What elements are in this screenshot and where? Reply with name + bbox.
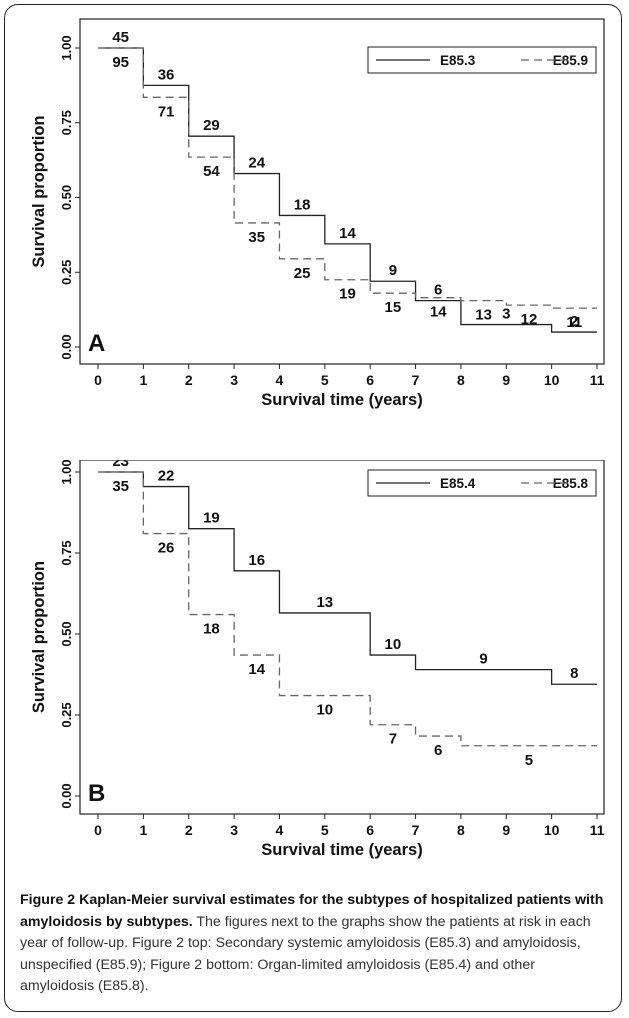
y-tick-label: 0.50 — [59, 621, 74, 646]
at-risk-label: 11 — [566, 314, 582, 331]
y-tick-label: 0.00 — [59, 783, 74, 808]
km-chart-b: 0 1 2 3 4 5 6 7 8 9 10 110.000.250.500.751.00Surviv… — [30, 460, 605, 859]
at-risk-label: 71 — [158, 103, 175, 120]
x-tick-label: 2 — [185, 372, 193, 388]
x-tick-label: 3 — [230, 822, 238, 838]
at-risk-label: 10 — [316, 702, 333, 719]
at-risk-label: 6 — [434, 282, 442, 299]
x-tick-label: 5 — [321, 372, 329, 388]
at-risk-label: 9 — [389, 262, 397, 279]
at-risk-label: 19 — [203, 510, 220, 527]
x-tick-label: 7 — [412, 372, 420, 388]
caption-body: The figures next to the graphs show the … — [20, 913, 591, 995]
at-risk-label: 24 — [248, 155, 265, 172]
legend-label: E85.3 — [440, 53, 476, 68]
at-risk-label: 13 — [316, 594, 333, 611]
plot-area — [79, 460, 605, 815]
at-risk-label: 7 — [389, 731, 397, 748]
at-risk-label: 35 — [112, 478, 129, 495]
at-risk-label: 8 — [570, 665, 578, 682]
y-tick-label: 0.00 — [59, 334, 74, 359]
at-risk-label: 36 — [158, 66, 175, 83]
x-tick-label: 9 — [502, 372, 510, 388]
x-tick-label: 1 — [139, 822, 147, 838]
at-risk-label: 10 — [385, 636, 402, 653]
y-axis-title: Survival proportion — [30, 115, 48, 267]
survival-curve-E85-3 — [98, 47, 597, 333]
x-tick-label: 4 — [276, 822, 284, 838]
at-risk-label: 9 — [479, 651, 487, 668]
x-axis-title: Survival time (years) — [261, 841, 422, 859]
y-tick-label: 0.50 — [59, 185, 74, 210]
figure-caption: Figure 2 Kaplan-Meier survival estimates… — [20, 890, 605, 998]
survival-curve-E85-8 — [98, 471, 597, 747]
at-risk-label: 14 — [339, 225, 356, 242]
at-risk-label: 6 — [434, 742, 442, 759]
figure-frame — [4, 4, 622, 1012]
survival-curve-E85-4 — [98, 471, 597, 685]
y-tick-label: 1.00 — [59, 35, 74, 60]
x-tick-label: 0 — [94, 822, 102, 838]
x-tick-label: 1 — [139, 372, 147, 388]
at-risk-label: 16 — [248, 552, 265, 569]
at-risk-label: 15 — [385, 299, 402, 316]
x-tick-label: 8 — [457, 822, 465, 838]
y-tick-label: 1.00 — [59, 460, 74, 485]
x-tick-label: 8 — [457, 372, 465, 388]
x-tick-label: 11 — [590, 372, 605, 388]
x-tick-label: 6 — [366, 372, 374, 388]
y-tick-label: 0.75 — [59, 110, 74, 135]
at-risk-label: 18 — [294, 196, 311, 213]
survival-curve-E85-9 — [98, 47, 597, 309]
at-risk-label: 35 — [248, 229, 265, 246]
x-tick-label: 7 — [412, 822, 420, 838]
at-risk-label: 26 — [158, 540, 175, 557]
x-tick-label: 11 — [590, 822, 605, 838]
y-tick-label: 0.75 — [59, 540, 74, 565]
caption-lead: Figure 2 Kaplan-Meier survival estimates… — [20, 892, 604, 930]
x-tick-label: 0 — [94, 372, 102, 388]
at-risk-label: 19 — [339, 286, 356, 303]
y-axis-title: Survival proportion — [30, 561, 48, 713]
at-risk-label: 18 — [203, 621, 220, 638]
km-chart-a: 0 1 2 3 4 5 6 7 8 9 10 110.000.250.500.751.00Surviv… — [30, 18, 605, 409]
legend-label: E85.8 — [553, 476, 589, 491]
at-risk-label: 5 — [525, 752, 533, 769]
at-risk-label: 95 — [112, 54, 129, 71]
x-tick-label: 10 — [544, 822, 560, 838]
at-risk-label: 54 — [203, 163, 220, 180]
x-tick-label: 6 — [366, 822, 374, 838]
at-risk-label: 29 — [203, 117, 220, 134]
y-tick-label: 0.25 — [59, 702, 74, 727]
at-risk-label: 12 — [521, 311, 538, 328]
x-axis-title: Survival time (years) — [261, 391, 422, 409]
y-tick-label: 0.25 — [59, 260, 74, 285]
panel-label: A — [88, 330, 105, 357]
x-tick-label: 9 — [502, 822, 510, 838]
x-tick-label: 10 — [544, 372, 560, 388]
at-risk-label: 22 — [158, 468, 175, 485]
x-tick-label: 2 — [185, 822, 193, 838]
x-tick-label: 3 — [230, 372, 238, 388]
at-risk-label: 3 — [502, 306, 510, 323]
panel-label: B — [88, 780, 105, 807]
legend-label: E85.4 — [440, 476, 476, 491]
at-risk-label: 45 — [112, 29, 129, 46]
at-risk-label: 23 — [112, 460, 129, 470]
at-risk-label: 14 — [248, 661, 265, 678]
at-risk-label: 14 — [430, 304, 447, 321]
x-tick-label: 4 — [276, 372, 284, 388]
plot-area — [79, 18, 605, 365]
at-risk-label: 13 — [475, 307, 492, 324]
at-risk-label: 25 — [294, 265, 311, 282]
x-tick-label: 5 — [321, 822, 329, 838]
legend-label: E85.9 — [553, 53, 588, 68]
at-risk-label: 2 — [570, 313, 578, 330]
